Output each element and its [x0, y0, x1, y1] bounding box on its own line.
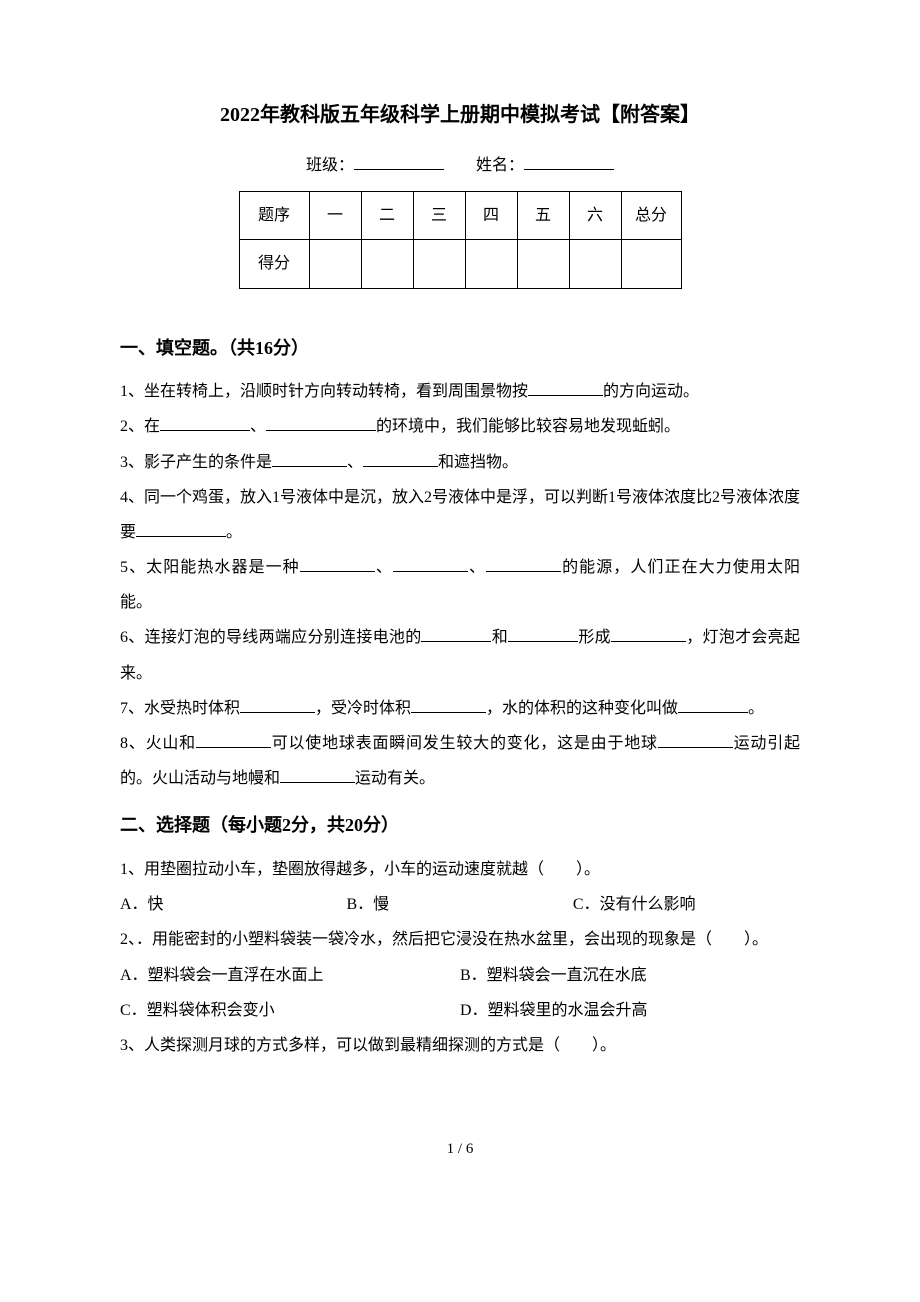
question-2-1-options: A．快 B．慢 C．没有什么影响	[120, 887, 800, 922]
text: ，受冷时体积	[315, 700, 411, 717]
col-header: 一	[309, 192, 361, 240]
section-2-heading: 二、选择题（每小题2分，共20分）	[120, 806, 800, 846]
question-1-6: 6、连接灯泡的导线两端应分别连接电池的和形成，灯泡才会亮起来。	[120, 620, 800, 690]
question-1-1: 1、坐在转椅上，沿顺时针方向转动转椅，看到周围景物按 的方向运动。	[120, 374, 800, 409]
text: 2、在	[120, 418, 160, 435]
text: 、	[347, 454, 363, 471]
fill-blank	[272, 452, 347, 466]
text: 形成	[578, 629, 611, 646]
question-2-2-options: A．塑料袋会一直浮在水面上 B．塑料袋会一直沉在水底 C．塑料袋体积会变小 D．…	[120, 958, 800, 1028]
text: 的方向运动。	[603, 383, 699, 400]
page-footer: 1 / 6	[120, 1133, 800, 1166]
fill-blank	[658, 734, 733, 748]
text: 8、火山和	[120, 735, 196, 752]
question-1-2: 2、在 、 的环境中，我们能够比较容易地发现蚯蚓。	[120, 409, 800, 444]
class-name-line: 班级： 姓名：	[120, 148, 800, 183]
question-1-4: 4、同一个鸡蛋，放入1号液体中是沉，放入2号液体中是浮，可以判断1号液体浓度比2…	[120, 480, 800, 550]
text: 5、太阳能热水器是一种	[120, 559, 300, 576]
fill-blank	[266, 417, 376, 431]
text: 的环境中，我们能够比较容易地发现蚯蚓。	[376, 418, 680, 435]
question-2-2: 2、．用能密封的小塑料袋装一袋冷水，然后把它浸没在热水盆里，会出现的现象是（ ）…	[120, 922, 800, 957]
option: B．塑料袋会一直沉在水底	[460, 958, 800, 993]
col-header: 五	[517, 192, 569, 240]
col-header: 二	[361, 192, 413, 240]
question-1-7: 7、水受热时体积 ，受冷时体积 ，水的体积的这种变化叫做 。	[120, 691, 800, 726]
text: 可以使地球表面瞬间发生较大的变化，这是由于地球	[271, 735, 658, 752]
col-header: 四	[465, 192, 517, 240]
table-row: 题序 一 二 三 四 五 六 总分	[239, 192, 681, 240]
text: 、	[468, 559, 486, 576]
text: 7、水受热时体积	[120, 700, 240, 717]
row-label: 题序	[239, 192, 309, 240]
score-cell	[465, 240, 517, 288]
option: D．塑料袋里的水温会升高	[460, 993, 800, 1028]
fill-blank	[611, 628, 686, 642]
fill-blank	[508, 628, 578, 642]
fill-blank	[160, 417, 250, 431]
question-2-3: 3、人类探测月球的方式多样，可以做到最精细探测的方式是（ ）。	[120, 1028, 800, 1063]
question-1-5: 5、太阳能热水器是一种、、的能源，人们正在大力使用太阳能。	[120, 550, 800, 620]
text: 、	[375, 559, 393, 576]
fill-blank	[363, 452, 438, 466]
name-blank	[524, 154, 614, 170]
text: 和	[491, 629, 508, 646]
text: 。	[226, 524, 242, 541]
table-row: 得分	[239, 240, 681, 288]
option: C．塑料袋体积会变小	[120, 993, 460, 1028]
fill-blank	[300, 558, 375, 572]
question-1-3: 3、影子产生的条件是 、 和遮挡物。	[120, 445, 800, 480]
score-cell	[621, 240, 681, 288]
text: 运动有关。	[355, 770, 435, 787]
fill-blank	[136, 523, 226, 537]
score-cell	[413, 240, 465, 288]
name-label: 姓名：	[476, 157, 524, 174]
row-label: 得分	[239, 240, 309, 288]
fill-blank	[486, 558, 561, 572]
col-header: 三	[413, 192, 465, 240]
score-cell	[309, 240, 361, 288]
section-1-heading: 一、填空题。（共16分）	[120, 329, 800, 369]
text: 和遮挡物。	[438, 454, 518, 471]
class-blank	[354, 154, 444, 170]
text: 。	[748, 700, 764, 717]
score-table: 题序 一 二 三 四 五 六 总分 得分	[239, 191, 682, 288]
score-cell	[361, 240, 413, 288]
total-header: 总分	[621, 192, 681, 240]
fill-blank	[393, 558, 468, 572]
option: A．快	[120, 887, 346, 922]
fill-blank	[528, 382, 603, 396]
question-1-8: 8、火山和可以使地球表面瞬间发生较大的变化，这是由于地球运动引起的。火山活动与地…	[120, 726, 800, 796]
document-title: 2022年教科版五年级科学上册期中模拟考试【附答案】	[120, 100, 800, 130]
text: ，水的体积的这种变化叫做	[486, 700, 678, 717]
fill-blank	[196, 734, 271, 748]
text: 1、坐在转椅上，沿顺时针方向转动转椅，看到周围景物按	[120, 383, 528, 400]
score-cell	[517, 240, 569, 288]
fill-blank	[421, 628, 491, 642]
text: 6、连接灯泡的导线两端应分别连接电池的	[120, 629, 421, 646]
fill-blank	[280, 769, 355, 783]
fill-blank	[411, 698, 486, 712]
text: 、	[250, 418, 266, 435]
score-cell	[569, 240, 621, 288]
option: C．没有什么影响	[573, 887, 799, 922]
class-label: 班级：	[306, 157, 354, 174]
text: 3、影子产生的条件是	[120, 454, 272, 471]
fill-blank	[678, 698, 748, 712]
question-2-1: 1、用垫圈拉动小车，垫圈放得越多，小车的运动速度就越（ ）。	[120, 852, 800, 887]
fill-blank	[240, 698, 315, 712]
col-header: 六	[569, 192, 621, 240]
option: A．塑料袋会一直浮在水面上	[120, 958, 460, 993]
option: B．慢	[346, 887, 572, 922]
